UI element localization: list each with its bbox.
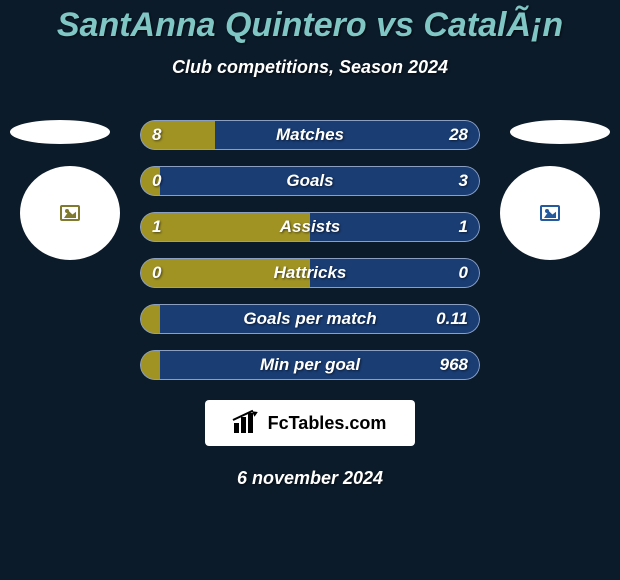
stat-value-left: 1 (152, 217, 161, 237)
player-left-oval (10, 120, 110, 144)
stat-label: Assists (280, 217, 340, 237)
stat-label: Goals (286, 171, 333, 191)
player-right-oval (510, 120, 610, 144)
stat-label: Hattricks (274, 263, 347, 283)
stat-value-right: 968 (440, 355, 468, 375)
player-left-avatar (20, 166, 120, 260)
stat-value-right: 3 (459, 171, 468, 191)
image-placeholder-icon (60, 205, 80, 221)
stat-value-left: 0 (152, 171, 161, 191)
stat-bar: Assists 1 1 (140, 212, 480, 242)
stat-label: Goals per match (243, 309, 376, 329)
stat-bar: Min per goal 968 (140, 350, 480, 380)
stat-value-right: 28 (449, 125, 468, 145)
stat-bar: Matches 8 28 (140, 120, 480, 150)
stat-bar: Hattricks 0 0 (140, 258, 480, 288)
stat-bar-fill-left (140, 350, 160, 380)
stats-bars: Matches828Goals03Assists11Hattricks00Goa… (140, 120, 480, 380)
page-title: SantAnna Quintero vs CatalÃ¡n (0, 6, 620, 45)
stat-label: Min per goal (260, 355, 360, 375)
stat-bar-fill-left (140, 304, 160, 334)
stat-bar-fill-right (215, 120, 480, 150)
stat-value-left: 0 (152, 263, 161, 283)
stat-value-right: 1 (459, 217, 468, 237)
brand-badge: FcTables.com (205, 400, 415, 446)
stat-value-left: 8 (152, 125, 161, 145)
content-area: Matches828Goals03Assists11Hattricks00Goa… (0, 120, 620, 489)
stat-value-right: 0 (459, 263, 468, 283)
stat-value-right: 0.11 (436, 309, 468, 329)
stat-bar: Goals per match 0.11 (140, 304, 480, 334)
stat-label: Matches (276, 125, 344, 145)
page-subtitle: Club competitions, Season 2024 (0, 57, 620, 78)
player-right-avatar (500, 166, 600, 260)
stat-bar: Goals 0 3 (140, 166, 480, 196)
footer-date: 6 november 2024 (0, 468, 620, 489)
comparison-card: SantAnna Quintero vs CatalÃ¡n Club compe… (0, 0, 620, 580)
brand-text: FcTables.com (268, 413, 387, 434)
brand-chart-icon (234, 413, 260, 433)
image-placeholder-icon (540, 205, 560, 221)
